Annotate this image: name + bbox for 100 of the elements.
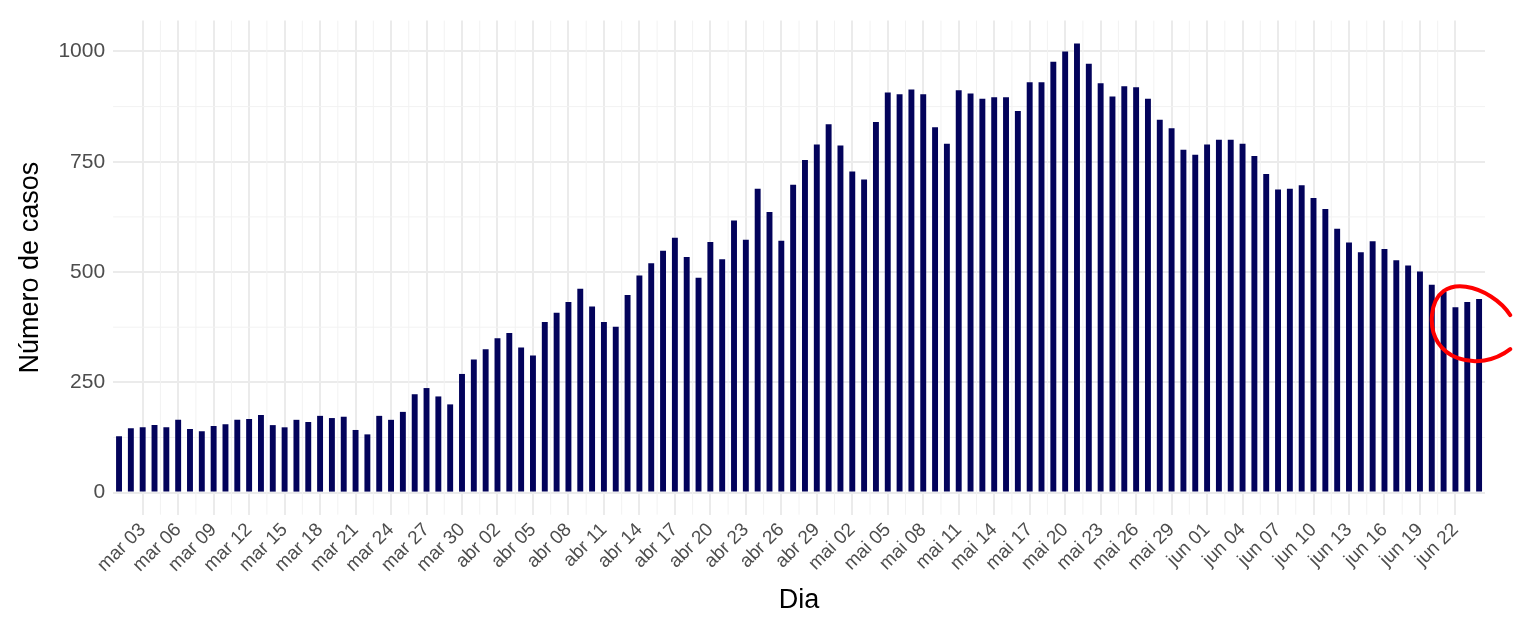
bar [470,359,477,492]
bar [1393,260,1400,492]
bar [163,427,170,492]
bar [1227,139,1234,492]
bar [175,419,182,492]
bar [802,160,808,492]
bar [577,288,584,492]
bar [1097,83,1104,492]
bar [388,419,394,492]
bar [269,425,276,492]
bar [210,426,217,492]
bar [778,240,785,492]
bar [648,263,655,492]
bar [530,355,536,492]
bar [518,347,525,492]
bar [1346,242,1352,492]
bar [813,144,820,492]
bar [1074,43,1080,492]
bar [198,431,205,492]
bar [920,94,927,492]
bar [1251,156,1258,492]
bar [1357,252,1364,492]
y-tick-label: 1000 [58,38,106,62]
bar [328,418,335,492]
bar [340,416,347,492]
bar [719,259,726,492]
bar [459,373,465,492]
bar [1062,51,1069,492]
bar [896,94,903,492]
bar [683,257,690,492]
bar [636,275,643,492]
bar [624,294,631,492]
bar [435,396,442,492]
bar [932,127,939,492]
bar [1156,119,1163,492]
bar [187,429,193,492]
bar [825,124,832,492]
bar [1322,208,1329,492]
bar [1464,302,1471,492]
y-tick-label: 250 [70,369,106,393]
bar [553,312,560,492]
bar [1014,111,1021,492]
bar [1298,185,1305,492]
bar [482,349,489,492]
bar [1215,139,1222,492]
bar [139,427,146,492]
bar [908,89,915,492]
bar [849,171,856,492]
bar [671,237,678,492]
bar [589,306,596,492]
bar [506,332,513,492]
bar [612,326,619,492]
bar [352,429,359,492]
bar [317,415,324,492]
bar [541,321,548,492]
bar [565,302,572,492]
bar [790,184,797,492]
bar [707,242,714,492]
bar [399,411,406,492]
bar [943,143,950,492]
bar [861,179,868,492]
bar [1476,298,1483,492]
bar [1192,154,1199,492]
bar [1334,228,1341,492]
bar [246,418,253,492]
bar [1168,128,1175,492]
bar [872,122,879,492]
bar [837,145,844,492]
bar [1405,265,1412,492]
x-axis-title: Dia [778,584,821,615]
bar [1026,82,1033,492]
bar [1369,241,1376,492]
bar [1144,98,1151,492]
bar [305,422,312,492]
bar [600,321,607,492]
bar [116,436,122,492]
bar [257,414,264,492]
bar [1275,189,1281,492]
bar [364,434,371,492]
bar [447,404,454,492]
y-tick-label: 500 [70,258,106,282]
bar [1133,87,1140,492]
bar [955,90,962,492]
bar [1286,188,1293,492]
bar [1050,61,1057,492]
bar [1121,86,1128,492]
bar [1180,149,1187,492]
y-axis-title: Número de casos [13,161,44,374]
bar [967,93,974,492]
y-tick-label: 0 [93,479,106,503]
y-tick-label: 750 [70,148,106,172]
bar [742,239,749,492]
bar [1263,174,1270,492]
bar [1085,63,1092,492]
bar [234,419,241,492]
bar [1003,97,1009,492]
bar [991,97,998,492]
bar [884,92,891,492]
bar [293,419,300,492]
bar [1452,307,1459,492]
